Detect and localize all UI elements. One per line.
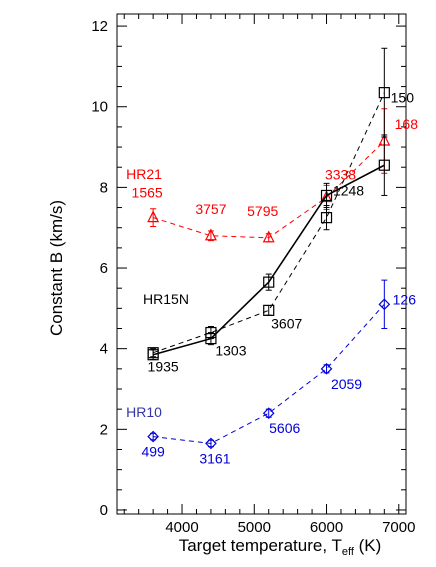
- x-tick-label: 4000: [165, 519, 198, 536]
- y-axis-title: Constant B (km/s): [47, 200, 66, 336]
- data-label: 1248: [333, 183, 364, 199]
- data-label-layer: 1565 3757 5795 3338 168 3607 1248 150 1935 1303 49…: [132, 90, 419, 467]
- series-layer: [147, 47, 391, 450]
- data-point: [320, 362, 333, 375]
- data-point: [320, 212, 333, 224]
- axis-ticks: [117, 14, 406, 514]
- data-label: 2059: [331, 376, 362, 392]
- data-point: [147, 210, 160, 223]
- data-label: 150: [391, 90, 415, 106]
- series-line: [152, 92, 385, 354]
- y-tick-label: 0: [100, 502, 108, 519]
- plot-frame: [116, 13, 407, 515]
- data-label: 3161: [199, 450, 230, 466]
- series-hr10: [147, 279, 391, 450]
- data-label: 168: [395, 116, 419, 132]
- x-axis-title-main: Target temperature, T: [179, 536, 342, 555]
- data-label: 5606: [269, 420, 300, 436]
- series-label-hr10: HR10: [126, 404, 162, 420]
- data-point: [147, 349, 159, 361]
- data-point: [205, 332, 217, 345]
- data-point: [263, 304, 275, 316]
- data-label: 3338: [325, 166, 356, 182]
- data-point: [263, 276, 275, 288]
- series-label-hr15n: HR15N: [143, 291, 189, 307]
- data-point: [262, 407, 275, 420]
- data-label: 3607: [271, 315, 302, 331]
- data-point: [320, 189, 333, 202]
- x-axis-title-unit: (K): [354, 536, 381, 555]
- y-tick-label: 10: [91, 99, 108, 116]
- data-point: [378, 298, 391, 311]
- y-tick-label: 2: [100, 421, 108, 438]
- data-point: [262, 230, 275, 243]
- x-tick-label: 7000: [382, 519, 415, 536]
- data-label: 1303: [215, 343, 246, 359]
- data-label: 499: [141, 444, 165, 460]
- tick-labels: 4000 5000 6000 7000 0 2 4 6 8 10 12: [91, 18, 415, 536]
- data-point: [205, 437, 217, 450]
- series-label-hr21: HR21: [126, 166, 162, 182]
- data-label: 1565: [132, 185, 163, 201]
- y-tick-label: 4: [100, 341, 108, 358]
- plot-border: [116, 13, 407, 515]
- data-point: [147, 430, 159, 443]
- series-hr15n: [147, 134, 390, 361]
- x-tick-label: 6000: [310, 519, 343, 536]
- x-axis-title: Target temperature, Teff (K): [179, 536, 382, 558]
- y-tick-label: 6: [100, 260, 108, 277]
- data-label: 1935: [148, 359, 179, 375]
- x-axis-title-subscript: eff: [342, 546, 355, 558]
- y-tick-label: 12: [91, 18, 108, 35]
- data-label: 126: [393, 291, 417, 307]
- series-line: [153, 303, 385, 444]
- data-point: [378, 87, 390, 99]
- data-label: 3757: [195, 201, 226, 217]
- y-tick-label: 8: [100, 179, 108, 196]
- data-point: [378, 159, 390, 171]
- data-label: 5795: [247, 203, 278, 219]
- x-tick-label: 5000: [238, 519, 271, 536]
- data-point: [204, 228, 217, 241]
